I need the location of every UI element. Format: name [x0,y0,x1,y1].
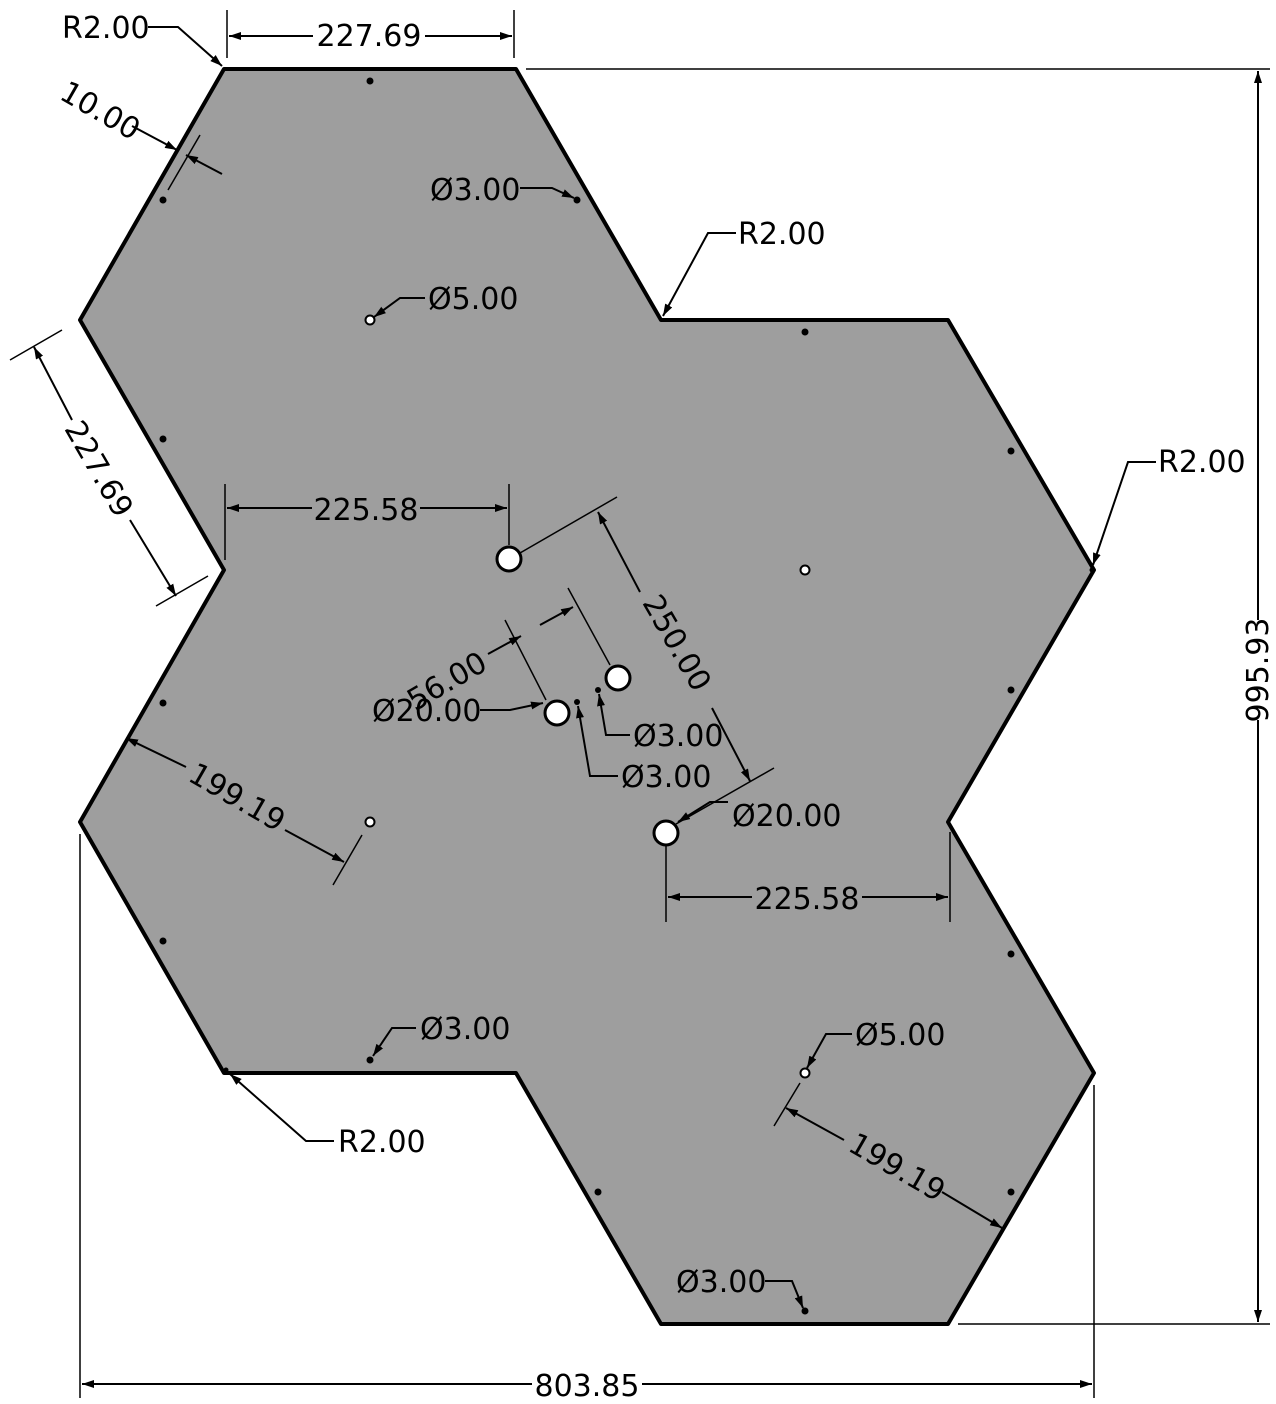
hole-20 [543,699,571,727]
dim-offset-lower: 225.58 [665,832,951,922]
hole-dot [159,435,167,443]
dim-total-height-label: 995.93 [1241,618,1276,723]
hole-5 [364,314,376,326]
hole-20 [495,545,523,573]
hole-dot [1007,447,1015,455]
dim-offset-upper-label: 225.58 [314,493,419,528]
dia-3-center-a-label: Ø3.00 [633,719,723,754]
dim-total-height: 995.93 [526,68,1276,1325]
dia-3-center-b: Ø3.00 [576,705,711,795]
dim-total-width-label: 803.85 [535,1369,640,1404]
dia-20-right-label: Ø20.00 [732,799,842,834]
hole-dot [159,699,167,707]
dia-20-left: Ø20.00 [372,694,544,729]
hole-dot [159,937,167,945]
hole-dot [1007,686,1015,694]
dia-top-3: Ø3.00 [430,173,575,208]
dia-top-5: Ø5.00 [373,282,518,318]
hole-20 [604,664,632,692]
dim-offset-lower-label: 225.58 [755,882,860,917]
plate-outline [78,67,1096,1326]
radius-bottom-left-label: R2.00 [338,1125,426,1160]
hole-dot [1007,1188,1015,1196]
radius-inner-top-label: R2.00 [738,217,826,252]
dia-20-left-label: Ø20.00 [372,694,482,729]
hole-5 [799,1067,811,1079]
radius-right-label: R2.00 [1158,445,1246,480]
hole-dot [801,328,809,336]
hole-5 [364,816,376,828]
hole-dot [594,1188,602,1196]
dim-edge-10-label: 10.00 [54,75,146,148]
hole-dot [801,1307,809,1315]
dia-3-bottom-left-label: Ø3.00 [420,1012,510,1047]
dia-3-bottom-left: Ø3.00 [372,1012,510,1057]
hole-dot [223,1067,229,1073]
mounting-holes [159,77,1095,1315]
hole-20 [652,819,680,847]
dia-top-3-label: Ø3.00 [430,173,520,208]
hole-dot [1007,950,1015,958]
dim-offset-upper: 225.58 [224,484,510,560]
radius-bottom-left: R2.00 [229,1073,426,1160]
radius-right: R2.00 [1092,445,1246,566]
dia-3-bottom-label: Ø3.00 [676,1265,766,1300]
hole-dot [159,196,167,204]
dia-3-bottom: Ø3.00 [676,1265,804,1309]
hole-dot [1089,567,1095,573]
dia-5-bottom-right: Ø5.00 [806,1018,945,1069]
large-holes [495,545,680,847]
dia-3-center-a: Ø3.00 [597,693,723,754]
radius-top-left-label: R2.00 [62,11,150,46]
dia-20-right: Ø20.00 [677,799,842,834]
hole-dot [595,687,601,693]
dia-top-5-label: Ø5.00 [428,282,518,317]
dim-top-width-label: 227.69 [317,19,422,54]
dim-total-width: 803.85 [79,834,1095,1404]
dim-top-width: 227.69 [226,10,515,58]
hole-dot [574,699,580,705]
hole-dot [366,1056,374,1064]
dim-side-length-label: 227.69 [57,415,140,523]
dia-3-center-b-label: Ø3.00 [621,760,711,795]
dia-5-bottom-right-label: Ø5.00 [855,1018,945,1053]
radius-inner-top: R2.00 [662,217,826,317]
hole-dot [366,77,374,85]
hole-5 [799,564,811,576]
radius-top-left: R2.00 [62,11,223,67]
hole-dot [573,196,581,204]
